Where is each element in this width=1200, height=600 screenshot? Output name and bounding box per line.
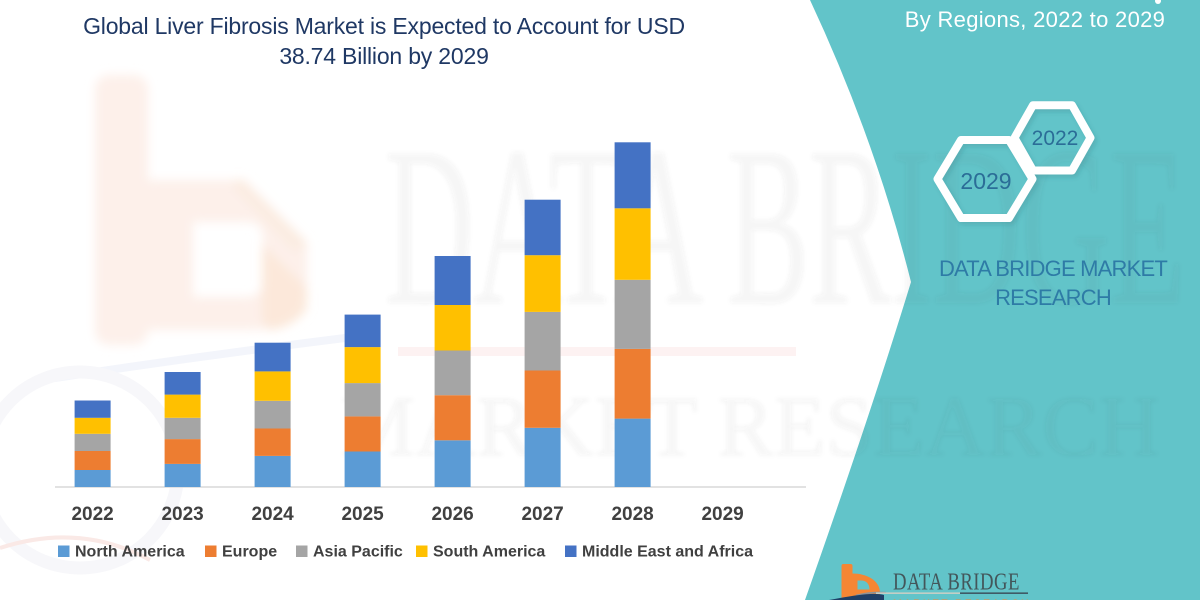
svg-text:2024: 2024: [251, 504, 294, 525]
svg-text:DATA BRIDGE MARKET: DATA BRIDGE MARKET: [939, 256, 1167, 281]
svg-text:2028: 2028: [611, 504, 653, 525]
svg-text:Europe: Europe: [222, 544, 277, 561]
svg-text:2029: 2029: [701, 504, 743, 525]
svg-text:By Regions, 2022 to 2029: By Regions, 2022 to 2029: [905, 7, 1165, 32]
svg-text:2027: 2027: [521, 504, 563, 525]
svg-text:Global Liver Fibrosis Market i: Global Liver Fibrosis Market is Expected…: [83, 13, 685, 39]
svg-text:38.74 Billion by 2029: 38.74 Billion by 2029: [279, 43, 488, 69]
svg-text:2022: 2022: [71, 504, 113, 525]
svg-text:2023: 2023: [161, 504, 203, 525]
svg-text:North America: North America: [75, 544, 185, 561]
svg-text:MARKET RESEARCH: MARKET RESEARCH: [340, 378, 1160, 474]
svg-text:Middle East and Africa: Middle East and Africa: [582, 544, 753, 561]
svg-text:2025: 2025: [341, 504, 384, 525]
svg-text:South America: South America: [433, 544, 545, 561]
svg-text:RESEARCH: RESEARCH: [995, 285, 1111, 310]
svg-text:2029: 2029: [960, 168, 1011, 194]
svg-text:Asia Pacific: Asia Pacific: [313, 544, 403, 561]
svg-text:DATA BRIDGE: DATA BRIDGE: [385, 101, 1185, 353]
svg-text:2026: 2026: [431, 504, 473, 525]
svg-text:DATA BRIDGE: DATA BRIDGE: [893, 568, 1020, 595]
svg-text:MARKET RESEARCH: MARKET RESEARCH: [893, 598, 1031, 600]
svg-text:2022: 2022: [1032, 127, 1079, 150]
